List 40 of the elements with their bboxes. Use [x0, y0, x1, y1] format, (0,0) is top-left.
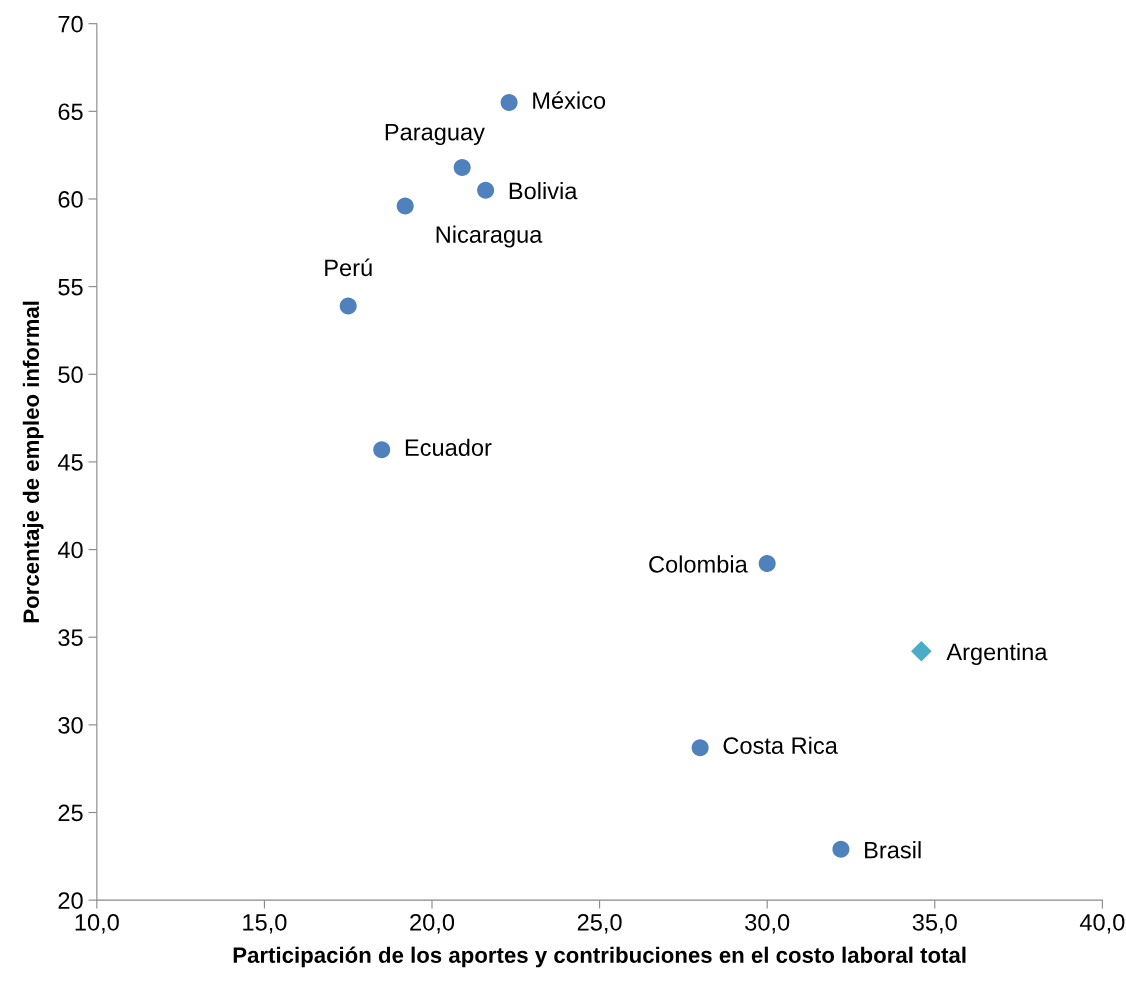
y-tick-label: 25	[58, 804, 83, 822]
y-tick-label: 35	[58, 629, 83, 646]
y-tick-label: 40	[57, 541, 83, 559]
y-tick-label: 55	[58, 278, 83, 296]
x-tick-label: 35,0	[912, 913, 957, 934]
x-tick-label: 20,0	[410, 913, 455, 934]
y-axis-title: Porcentaje de empleo informal	[22, 301, 44, 623]
point	[396, 197, 414, 215]
point	[339, 297, 357, 315]
y-tick-label: 70	[58, 15, 83, 33]
point	[500, 94, 518, 112]
y-tick-label: 60	[58, 191, 83, 208]
x-tick-label: 25,0	[577, 913, 622, 934]
y-tick-label: 20	[58, 892, 83, 909]
y-tick-label: 30	[58, 716, 83, 734]
annotation: Brasil	[865, 841, 921, 859]
y-tick-label: 65	[58, 103, 83, 121]
point	[758, 555, 776, 573]
x-tick-label: 30,0	[745, 913, 790, 934]
point	[832, 840, 850, 858]
x-tick-label: 15,0	[243, 913, 287, 934]
y-tick-label: 45	[57, 454, 83, 471]
annotation: Costa Rica	[723, 736, 838, 754]
point	[453, 158, 471, 176]
point	[373, 441, 391, 459]
point	[477, 181, 495, 199]
x-tick-label: 40,0	[1079, 913, 1125, 934]
x-tick-label: 10,0	[75, 913, 119, 934]
annotation: Perú	[325, 258, 372, 277]
annotation: Colombia	[649, 555, 748, 573]
point	[691, 739, 709, 757]
y-tick-label: 50	[58, 366, 83, 384]
annotation: Paraguay	[385, 123, 485, 146]
annotation: México	[533, 91, 606, 109]
annotation: Ecuador	[405, 438, 492, 456]
point	[911, 640, 932, 662]
annotation: Argentina	[946, 643, 1048, 666]
annotation: Nicaragua	[436, 225, 543, 248]
annotation: Bolivia	[509, 181, 578, 200]
x-axis-title: Participación de los aportes y contribuciones en el costo laboral total	[233, 946, 966, 968]
